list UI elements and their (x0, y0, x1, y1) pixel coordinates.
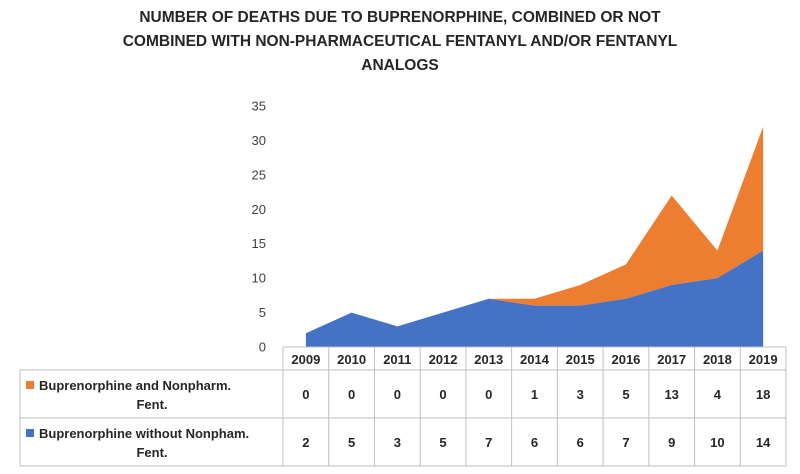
table-cell-series-1-2012: 0 (439, 387, 446, 402)
x-tick-label-2017: 2017 (657, 352, 686, 367)
table-cell-series-0-2019: 14 (756, 435, 771, 450)
table-cell-series-0-2017: 9 (668, 435, 675, 450)
table-cell-series-0-2018: 10 (710, 435, 724, 450)
table-cell-series-0-2015: 6 (577, 435, 584, 450)
chart-title-line-3: ANALOGS (361, 57, 439, 74)
legend-swatch-series-0 (26, 429, 34, 437)
table-cell-series-0-2014: 6 (531, 435, 538, 450)
x-tick-label-2019: 2019 (749, 352, 778, 367)
legend-label-series-1-line-1: Buprenorphine and Nonpharm. (39, 378, 231, 393)
legend-label-series-0-line-1: Buprenorphine without Nonpham. (39, 426, 249, 441)
y-tick-label-30: 30 (252, 133, 266, 148)
table-cell-series-0-2013: 7 (485, 435, 492, 450)
x-tick-label-2011: 2011 (383, 352, 411, 367)
y-tick-label-0: 0 (259, 340, 266, 355)
x-tick-label-2014: 2014 (520, 352, 550, 367)
area-series-buprenorphine-and-nonpharm-fent (305, 126, 764, 334)
table-cell-series-1-2009: 0 (302, 387, 309, 402)
y-tick-label-15: 15 (252, 236, 266, 251)
y-tick-label-5: 5 (259, 305, 266, 320)
table-cell-series-1-2017: 13 (664, 387, 678, 402)
table-cell-series-1-2010: 0 (348, 387, 355, 402)
legend-swatch-series-1 (26, 381, 34, 389)
area-series-buprenorphine-without-nonpham-fent (305, 250, 764, 347)
table-cell-series-1-2013: 0 (485, 387, 492, 402)
table-cell-series-1-2014: 1 (531, 387, 538, 402)
x-tick-label-2013: 2013 (474, 352, 503, 367)
y-tick-label-25: 25 (252, 167, 266, 182)
legend-label-series-1-line-2: Fent. (136, 397, 167, 412)
chart-title-line-2: COMBINED WITH NON-PHARMACEUTICAL FENTANY… (122, 33, 678, 50)
x-tick-label-2012: 2012 (429, 352, 458, 367)
y-tick-label-20: 20 (252, 202, 266, 217)
chart-title: NUMBER OF DEATHS DUE TO BUPRENORPHINE, C… (60, 6, 740, 78)
table-cell-series-1-2015: 3 (577, 387, 584, 402)
table-cell-series-1-2011: 0 (394, 387, 401, 402)
legend-label-series-0-line-2: Fent. (136, 445, 167, 460)
table-cell-series-0-2010: 5 (348, 435, 355, 450)
table-cell-series-0-2012: 5 (439, 435, 446, 450)
y-tick-label-10: 10 (252, 271, 266, 286)
chart-title-line-1: NUMBER OF DEATHS DUE TO BUPRENORPHINE, C… (139, 9, 661, 26)
table-cell-series-0-2016: 7 (622, 435, 629, 450)
x-tick-label-2009: 2009 (291, 352, 320, 367)
table-cell-series-1-2018: 4 (714, 387, 722, 402)
y-tick-label-35: 35 (252, 99, 266, 114)
x-tick-label-2018: 2018 (703, 352, 732, 367)
x-tick-label-2015: 2015 (566, 352, 595, 367)
table-cell-series-0-2009: 2 (302, 435, 309, 450)
table-cell-series-1-2016: 5 (622, 387, 629, 402)
table-cell-series-1-2019: 18 (756, 387, 770, 402)
table-cell-series-0-2011: 3 (394, 435, 401, 450)
x-tick-label-2016: 2016 (611, 352, 640, 367)
x-tick-label-2010: 2010 (337, 352, 366, 367)
